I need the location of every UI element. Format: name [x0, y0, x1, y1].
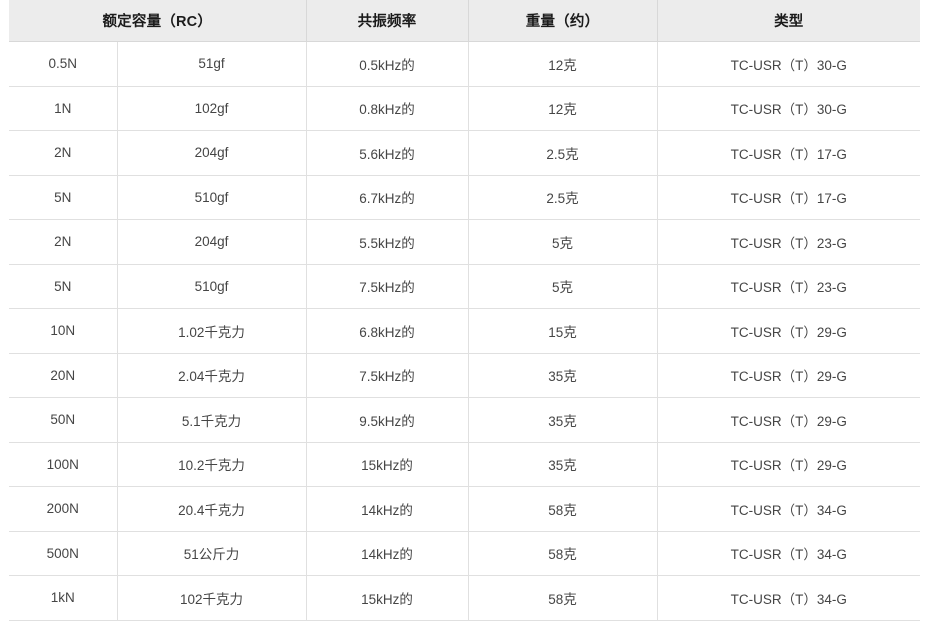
table-row: 20N 2.04千克力 7.5kHz的 35克 TC-USR（T）29-G — [9, 353, 921, 398]
table-row: 10N 1.02千克力 6.8kHz的 15克 TC-USR（T）29-G — [9, 308, 921, 354]
cell-rated-capacity-n: 5N — [9, 175, 118, 220]
cell-weight: 15克 — [468, 308, 658, 354]
cell-rated-capacity-gf: 20.4千克力 — [117, 486, 307, 532]
cell-type: TC-USR（T）23-G — [657, 219, 921, 265]
table-row: 5N 510gf 6.7kHz的 2.5克 TC-USR（T）17-G — [9, 175, 921, 220]
cell-rated-capacity-n: 1kN — [9, 575, 118, 621]
cell-weight: 58克 — [468, 486, 658, 532]
table-header: 额定容量（RC） 共振频率 重量（约） 类型 — [9, 0, 921, 42]
table-row: 5N 510gf 7.5kHz的 5克 TC-USR（T）23-G — [9, 264, 921, 309]
cell-rated-capacity-n: 0.5N — [9, 41, 118, 87]
cell-weight: 12克 — [468, 86, 658, 131]
cell-rated-capacity-gf: 10.2千克力 — [117, 442, 307, 487]
column-header-type: 类型 — [657, 0, 921, 42]
cell-rated-capacity-gf: 102gf — [117, 86, 307, 131]
cell-resonant-frequency: 14kHz的 — [306, 531, 469, 576]
cell-rated-capacity-gf: 2.04千克力 — [117, 353, 307, 398]
cell-rated-capacity-gf: 1.02千克力 — [117, 308, 307, 354]
table-row: 2N 204gf 5.6kHz的 2.5克 TC-USR（T）17-G — [9, 130, 921, 176]
cell-resonant-frequency: 0.5kHz的 — [306, 41, 469, 87]
cell-resonant-frequency: 7.5kHz的 — [306, 353, 469, 398]
cell-rated-capacity-n: 100N — [9, 442, 118, 487]
cell-resonant-frequency: 5.6kHz的 — [306, 130, 469, 176]
cell-weight: 2.5克 — [468, 175, 658, 220]
cell-rated-capacity-gf: 510gf — [117, 175, 307, 220]
cell-resonant-frequency: 15kHz的 — [306, 442, 469, 487]
cell-type: TC-USR（T）23-G — [657, 264, 921, 309]
cell-type: TC-USR（T）34-G — [657, 531, 921, 576]
cell-rated-capacity-n: 2N — [9, 130, 118, 176]
table-row: 500N 51公斤力 14kHz的 58克 TC-USR（T）34-G — [9, 531, 921, 576]
table-row: 1N 102gf 0.8kHz的 12克 TC-USR（T）30-G — [9, 86, 921, 131]
cell-rated-capacity-gf: 51gf — [117, 41, 307, 87]
cell-resonant-frequency: 15kHz的 — [306, 575, 469, 621]
cell-weight: 35克 — [468, 397, 658, 443]
cell-rated-capacity-n: 2N — [9, 219, 118, 265]
cell-type: TC-USR（T）29-G — [657, 442, 921, 487]
cell-type: TC-USR（T）34-G — [657, 575, 921, 621]
cell-rated-capacity-gf: 204gf — [117, 130, 307, 176]
cell-rated-capacity-gf: 510gf — [117, 264, 307, 309]
table-row: 0.5N 51gf 0.5kHz的 12克 TC-USR（T）30-G — [9, 41, 921, 87]
cell-rated-capacity-gf: 102千克力 — [117, 575, 307, 621]
cell-weight: 2.5克 — [468, 130, 658, 176]
cell-resonant-frequency: 9.5kHz的 — [306, 397, 469, 443]
cell-weight: 12克 — [468, 41, 658, 87]
cell-type: TC-USR（T）29-G — [657, 397, 921, 443]
cell-rated-capacity-n: 1N — [9, 86, 118, 131]
table-row: 1kN 102千克力 15kHz的 58克 TC-USR（T）34-G — [9, 575, 921, 621]
column-header-rated-capacity: 额定容量（RC） — [9, 0, 307, 42]
cell-rated-capacity-n: 50N — [9, 397, 118, 443]
cell-resonant-frequency: 14kHz的 — [306, 486, 469, 532]
cell-type: TC-USR（T）30-G — [657, 41, 921, 87]
cell-rated-capacity-gf: 51公斤力 — [117, 531, 307, 576]
cell-weight: 58克 — [468, 531, 658, 576]
cell-type: TC-USR（T）30-G — [657, 86, 921, 131]
cell-type: TC-USR（T）29-G — [657, 308, 921, 354]
cell-resonant-frequency: 6.8kHz的 — [306, 308, 469, 354]
cell-rated-capacity-gf: 204gf — [117, 219, 307, 265]
cell-weight: 35克 — [468, 353, 658, 398]
cell-rated-capacity-n: 200N — [9, 486, 118, 532]
cell-rated-capacity-n: 20N — [9, 353, 118, 398]
specifications-table: 额定容量（RC） 共振频率 重量（约） 类型 0.5N 51gf 0.5kHz的 12… — [9, 0, 921, 621]
cell-rated-capacity-n: 500N — [9, 531, 118, 576]
cell-type: TC-USR（T）34-G — [657, 486, 921, 532]
cell-type: TC-USR（T）17-G — [657, 175, 921, 220]
cell-weight: 5克 — [468, 219, 658, 265]
cell-rated-capacity-gf: 5.1千克力 — [117, 397, 307, 443]
cell-weight: 58克 — [468, 575, 658, 621]
cell-type: TC-USR（T）17-G — [657, 130, 921, 176]
cell-resonant-frequency: 7.5kHz的 — [306, 264, 469, 309]
cell-weight: 35克 — [468, 442, 658, 487]
cell-weight: 5克 — [468, 264, 658, 309]
cell-rated-capacity-n: 5N — [9, 264, 118, 309]
table-row: 50N 5.1千克力 9.5kHz的 35克 TC-USR（T）29-G — [9, 397, 921, 443]
column-header-weight: 重量（约） — [468, 0, 658, 42]
table-header-row: 额定容量（RC） 共振频率 重量（约） 类型 — [9, 0, 921, 42]
cell-rated-capacity-n: 10N — [9, 308, 118, 354]
cell-resonant-frequency: 0.8kHz的 — [306, 86, 469, 131]
table-row: 2N 204gf 5.5kHz的 5克 TC-USR（T）23-G — [9, 219, 921, 265]
table-row: 100N 10.2千克力 15kHz的 35克 TC-USR（T）29-G — [9, 442, 921, 487]
table-row: 200N 20.4千克力 14kHz的 58克 TC-USR（T）34-G — [9, 486, 921, 532]
column-header-resonant-frequency: 共振频率 — [306, 0, 469, 42]
cell-type: TC-USR（T）29-G — [657, 353, 921, 398]
table-body: 0.5N 51gf 0.5kHz的 12克 TC-USR（T）30-G 1N 102gf 0.… — [9, 41, 921, 621]
cell-resonant-frequency: 6.7kHz的 — [306, 175, 469, 220]
cell-resonant-frequency: 5.5kHz的 — [306, 219, 469, 265]
